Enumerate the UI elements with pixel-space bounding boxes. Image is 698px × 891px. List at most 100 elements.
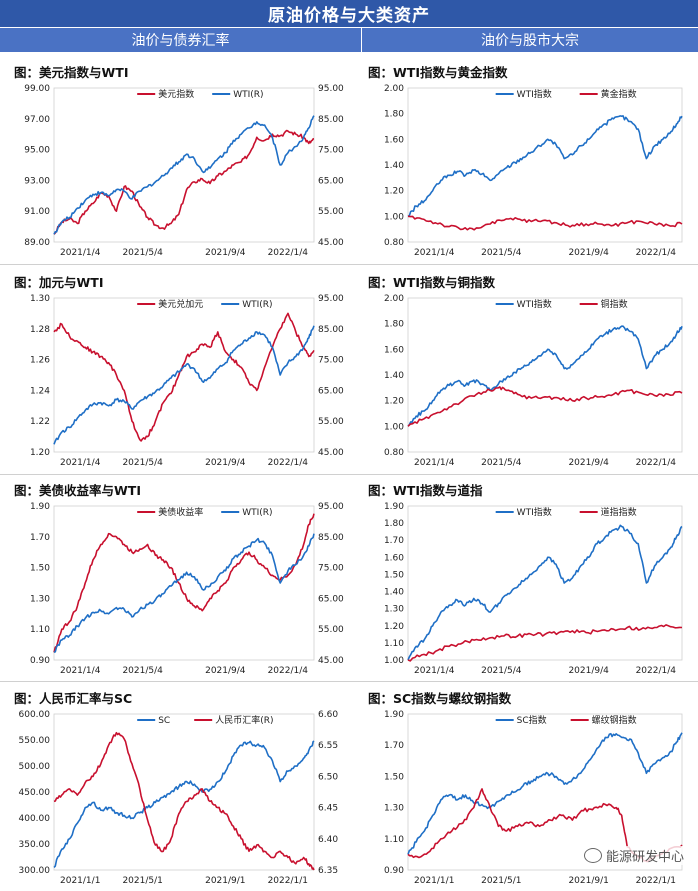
legend-label: WTI指数 [517, 298, 552, 310]
panel-cad-wti: 图：加元与WTI 1.20 1.22 1.24 1.26 1.28 1.30 45.00 55… [14, 272, 354, 472]
legend-label: WTI指数 [517, 506, 552, 518]
chart-cny-sc: 300.00 350.00 400.00 450.00 500.00 550.00 600.… [19, 710, 339, 886]
y-left-tick-label: 1.50 [384, 570, 404, 580]
series-line-1 [53, 533, 315, 654]
plot-area [407, 87, 683, 243]
legend-label: 铜指数 [601, 298, 628, 310]
y-right-tick-label: 75.00 [318, 146, 344, 156]
x-tick-label: 2021/9/1 [568, 876, 608, 886]
y-right-tick-label: 45.00 [318, 448, 344, 458]
y-left-tick-label: 1.10 [384, 835, 404, 845]
legend-label: WTI(R) [242, 508, 272, 518]
y-left-tick-label: 1.10 [384, 639, 404, 649]
legend-label: WTI指数 [517, 88, 552, 100]
y-left-tick-label: 1.00 [384, 656, 404, 666]
y-left-tick-label: 300.00 [19, 866, 51, 876]
y-left-tick-label: 0.80 [384, 448, 404, 458]
x-tick-label: 2022/1/1 [268, 876, 308, 886]
y-left-tick-label: 1.70 [30, 533, 50, 543]
y-right-tick-label: 95.00 [318, 502, 344, 512]
y-left-tick-label: 1.20 [30, 448, 50, 458]
chart-title: 图：美债收益率与WTI [14, 483, 141, 498]
y-left-tick-label: 93.00 [24, 176, 50, 186]
y-left-tick-label: 1.70 [384, 741, 404, 751]
y-left-tick-label: 1.40 [384, 371, 404, 381]
plot-area [53, 87, 315, 243]
y-right-tick-label: 6.50 [318, 772, 338, 782]
legend-label: 美债收益率 [158, 506, 203, 518]
watermark: 能源研发中心 [583, 846, 684, 865]
legend-label: WTI(R) [233, 90, 263, 100]
chart-wti-copper: 0.80 1.00 1.20 1.40 1.60 1.80 2.00 2021/1/4 2021… [384, 294, 683, 468]
x-tick-label: 2021/1/4 [414, 248, 455, 258]
panel-cny-sc: 图：人民币汇率与SC 300.00 350.00 400.00 450.00 500.0… [14, 688, 354, 888]
y-left-tick-label: 1.30 [30, 294, 50, 304]
chart-cad-wti: 1.20 1.22 1.24 1.26 1.28 1.30 45.00 55.00 65.00 7… [30, 294, 344, 468]
y-right-tick-label: 55.00 [318, 417, 344, 427]
y-right-tick-label: 65.00 [318, 176, 344, 186]
plot-area [407, 713, 683, 871]
y-left-tick-label: 1.50 [30, 564, 50, 574]
section-header-left: 油价与债券汇率 [0, 28, 361, 52]
y-right-tick-label: 85.00 [318, 115, 344, 125]
y-left-tick-label: 1.00 [384, 212, 404, 222]
x-tick-label: 2021/5/4 [122, 458, 163, 468]
chart-title: 图：WTI指数与黄金指数 [368, 65, 508, 80]
panel-usd-wti: 图：美元指数与WTI 89.00 91.00 93.00 95.00 97.00 99.0… [14, 62, 354, 262]
row-separator [0, 474, 698, 475]
y-left-tick-label: 1.20 [384, 187, 404, 197]
y-left-tick-label: 1.24 [30, 386, 50, 396]
x-tick-label: 2021/1/4 [60, 248, 101, 258]
legend-label: 人民币汇率(R) [215, 714, 273, 726]
x-tick-label: 2022/1/4 [636, 248, 677, 258]
chart-title: 图：加元与WTI [14, 275, 104, 290]
legend-label: 美元兑加元 [158, 298, 203, 310]
y-right-tick-label: 45.00 [318, 238, 344, 248]
chart-title: 图：美元指数与WTI [14, 65, 129, 80]
y-left-tick-label: 1.70 [384, 536, 404, 546]
y-left-tick-label: 1.30 [384, 605, 404, 615]
chart-title: 图：SC指数与螺纹钢指数 [368, 691, 512, 706]
y-right-tick-label: 45.00 [318, 656, 344, 666]
x-tick-label: 2022/1/4 [636, 666, 677, 676]
y-left-tick-label: 2.00 [384, 84, 404, 94]
y-left-tick-label: 1.30 [30, 594, 50, 604]
x-tick-label: 2021/1/4 [414, 666, 455, 676]
plot-area [53, 713, 315, 871]
series-line-0 [53, 129, 315, 235]
y-left-tick-label: 2.00 [384, 294, 404, 304]
y-left-tick-label: 1.60 [384, 135, 404, 145]
x-tick-label: 2021/9/4 [568, 248, 609, 258]
x-tick-label: 2021/5/4 [481, 458, 522, 468]
legend-label: 黄金指数 [601, 88, 637, 100]
y-left-tick-label: 1.20 [384, 622, 404, 632]
y-right-tick-label: 95.00 [318, 294, 344, 304]
x-tick-label: 2021/5/1 [481, 876, 521, 886]
x-tick-label: 2022/1/4 [268, 458, 309, 468]
series-line-0 [407, 325, 683, 427]
x-tick-label: 2021/1/4 [60, 666, 101, 676]
y-left-tick-label: 99.00 [24, 84, 50, 94]
y-left-tick-label: 95.00 [24, 146, 50, 156]
page-title: 原油价格与大类资产 [0, 0, 698, 27]
y-right-tick-label: 6.55 [318, 741, 338, 751]
x-tick-label: 2021/5/4 [481, 248, 522, 258]
x-tick-label: 2022/1/4 [636, 458, 677, 468]
y-left-tick-label: 1.40 [384, 161, 404, 171]
panel-sc-rebar: 图：SC指数与螺纹钢指数 0.90 1.10 1.30 1.50 1.70 1.90 202… [368, 688, 694, 888]
x-tick-label: 2021/9/4 [568, 666, 609, 676]
chart-title: 图：人民币汇率与SC [14, 691, 133, 706]
y-left-tick-label: 1.80 [384, 519, 404, 529]
y-right-tick-label: 55.00 [318, 625, 344, 635]
series-line-1 [407, 624, 683, 662]
series-line-0 [407, 115, 683, 217]
row-separator [0, 681, 698, 682]
y-right-tick-label: 75.00 [318, 564, 344, 574]
y-left-tick-label: 1.50 [384, 772, 404, 782]
y-right-tick-label: 65.00 [318, 594, 344, 604]
y-right-tick-label: 6.45 [318, 804, 338, 814]
y-left-tick-label: 500.00 [19, 762, 51, 772]
plot-area [407, 505, 683, 661]
x-tick-label: 2022/1/4 [268, 248, 309, 258]
legend-label: 道指指数 [601, 506, 637, 518]
